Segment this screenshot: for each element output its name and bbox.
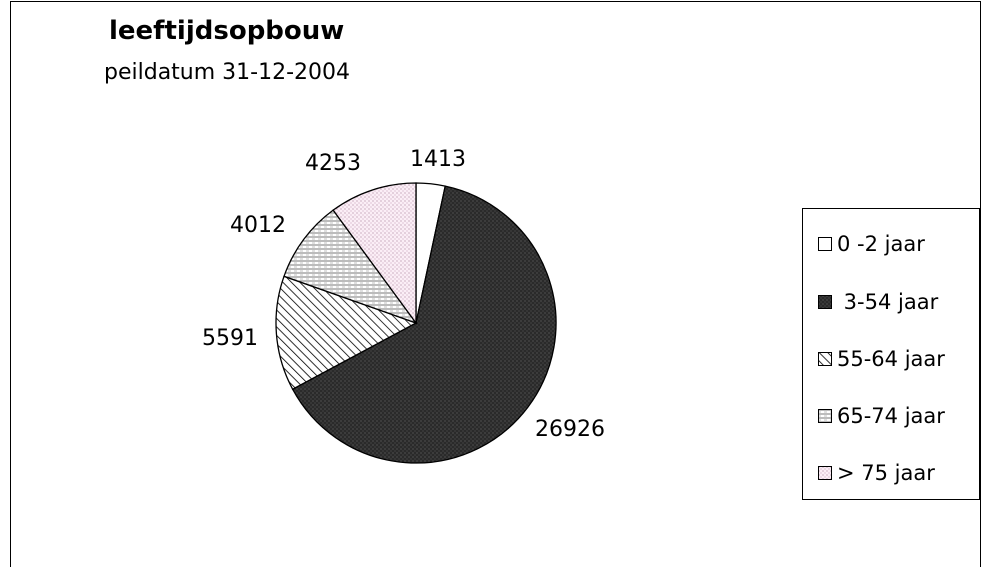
legend-item-3: 65-74 jaar — [818, 402, 945, 430]
legend-swatch-4 — [818, 466, 832, 480]
pie-slice-1 — [291, 185, 557, 464]
legend-item-1: 3-54 jaar — [818, 288, 938, 316]
chart-legend: 0 -2 jaar 3-54 jaar 55-64 jaar 65-74 jaa… — [802, 208, 980, 500]
legend-item-4: > 75 jaar — [818, 459, 935, 487]
legend-label-0: 0 -2 jaar — [837, 232, 925, 256]
slice-data-label-2: 5591 — [202, 326, 258, 351]
pie-slice-3 — [283, 209, 418, 325]
legend-label-3: 65-74 jaar — [837, 404, 945, 428]
legend-swatch-1 — [818, 295, 832, 309]
legend-item-0: 0 -2 jaar — [818, 230, 925, 258]
chart-subtitle: peildatum 31-12-2004 — [104, 60, 351, 85]
legend-swatch-2 — [818, 352, 832, 366]
slice-data-label-4: 4253 — [305, 151, 361, 176]
chart-title: leeftijdsopbouw — [109, 16, 345, 46]
legend-label-4: > 75 jaar — [837, 461, 935, 485]
pie-slice-2 — [275, 275, 418, 391]
legend-swatch-3 — [818, 409, 832, 423]
slice-data-label-1: 26926 — [535, 417, 605, 442]
legend-label-2: 55-64 jaar — [837, 347, 945, 371]
legend-item-2: 55-64 jaar — [818, 345, 945, 373]
pie-slice-4 — [332, 182, 417, 325]
legend-swatch-0 — [818, 237, 832, 251]
legend-label-1: 3-54 jaar — [837, 290, 939, 314]
slice-data-label-0: 1413 — [410, 147, 466, 172]
slice-data-label-3: 4012 — [230, 213, 286, 238]
